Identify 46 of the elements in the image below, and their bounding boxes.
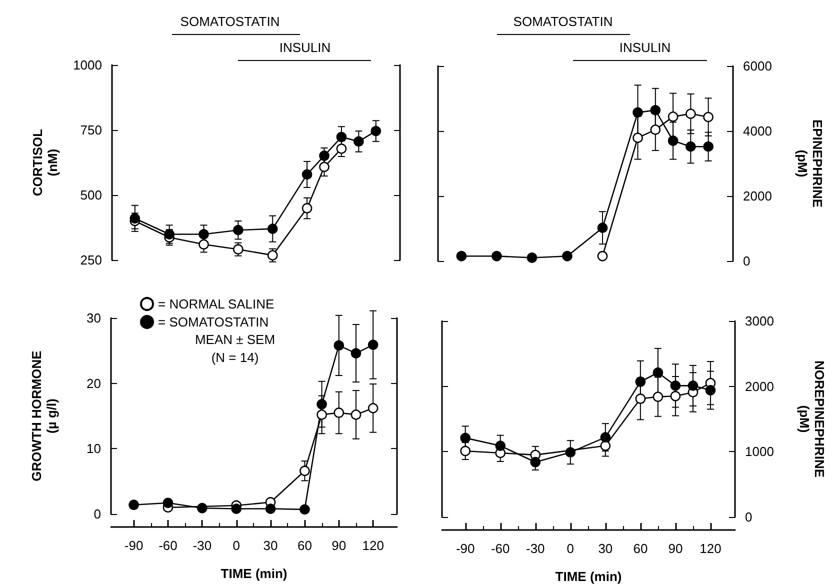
y-tick-label: 1000 (745, 444, 774, 460)
x-tick-label: 90 (668, 541, 683, 556)
y-tick-label: 30 (86, 310, 101, 326)
annotation: MEAN ± SEM (194, 332, 276, 347)
y-tick-label: 0 (745, 510, 752, 524)
y-axis-title: CORTISOL (nM) (30, 128, 60, 196)
y-tick-label: 0 (743, 254, 750, 268)
text: SOMATOSTATIN (513, 14, 613, 29)
x-tick-label: 30 (263, 538, 278, 553)
y-tick-label: 2000 (745, 378, 774, 394)
x-tick-label: 120 (362, 538, 384, 553)
y-axis-title: NOREPINEPHRINE (pM) (797, 360, 827, 478)
y-tick-label: 500 (80, 188, 102, 202)
text: INSULIN (619, 40, 671, 55)
y-tick-label: 20 (86, 376, 101, 391)
y-tick-label: 10 (86, 441, 101, 456)
text: INSULIN (279, 40, 331, 55)
y-tick-label: 3000 (745, 314, 774, 328)
y-tick-label: 6000 (743, 58, 772, 74)
x-tick-label: 0 (232, 538, 240, 553)
x-tick-label: -60 (158, 538, 178, 553)
legend-label: = SOMATOSTATIN (158, 314, 269, 330)
y-axis-title: GROWTH HORMONE (µ g/l) (29, 350, 59, 482)
x-tick-label: -60 (490, 541, 510, 556)
x-tick-label: -30 (192, 538, 212, 553)
x-tick-label: -90 (124, 538, 144, 553)
text: SOMATOSTATIN (180, 14, 280, 29)
x-axis-title: TIME (min) (220, 566, 288, 581)
legend-label: = NORMAL SALINE (158, 296, 275, 312)
x-tick-label: 90 (332, 538, 346, 553)
x-tick-label: 0 (566, 541, 574, 556)
y-axis-title: EPINEPHRINE (pM) (795, 119, 825, 208)
y-tick-label: 4000 (743, 124, 772, 138)
x-tick-label: -90 (456, 541, 475, 556)
x-tick-label: 120 (700, 541, 722, 556)
y-tick-label: 1000 (73, 58, 102, 72)
y-tick-label: 250 (80, 252, 102, 268)
x-tick-label: -30 (526, 541, 545, 556)
x-tick-label: 60 (633, 541, 648, 556)
x-tick-label: 60 (297, 538, 312, 553)
annotation: (N = 14) (211, 350, 259, 365)
x-axis-title: TIME (min) (555, 569, 622, 584)
y-tick-label: 750 (80, 122, 102, 138)
x-tick-label: 30 (598, 541, 613, 556)
y-tick-label: 0 (94, 506, 101, 522)
y-tick-label: 2000 (743, 188, 772, 204)
